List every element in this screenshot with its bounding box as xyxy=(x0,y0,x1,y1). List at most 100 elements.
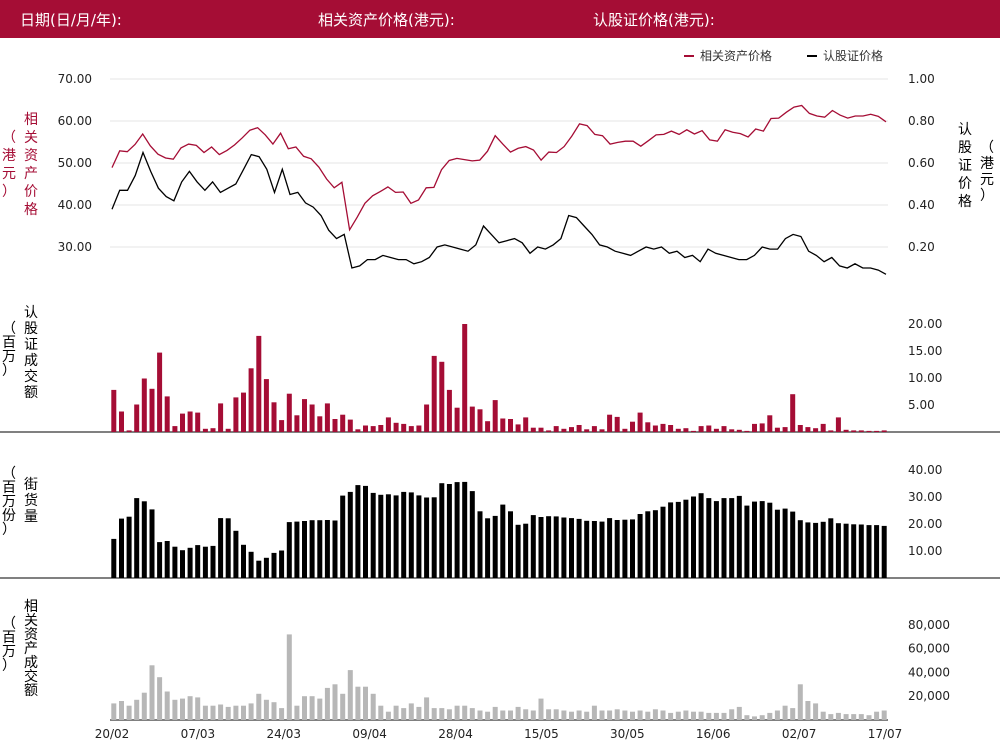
x-tick-label: 09/04 xyxy=(352,727,387,741)
warrant-turnover-bar xyxy=(416,425,422,432)
warrant-turnover-tick-label: 5.00 xyxy=(908,398,935,412)
underlying-turnover-bar xyxy=(233,705,239,720)
outstanding-bar xyxy=(591,521,597,578)
outstanding-bar xyxy=(462,481,468,578)
underlying-turnover-bar xyxy=(729,709,735,720)
underlying-turnover-bar xyxy=(202,705,208,720)
chart-area: 30.00 40.00 50.00 60.00 70.00 0.20 0.40 0.60 0.8… xyxy=(0,48,1000,741)
warrant-turnover-bar xyxy=(141,378,147,432)
underlying-turnover-bar xyxy=(736,706,742,720)
warrant-turnover-bar xyxy=(454,407,460,432)
outstanding-bar xyxy=(279,550,285,578)
underlying-turnover-bar xyxy=(637,710,643,720)
underlying-turnover-bar xyxy=(881,710,887,720)
outstanding-bar xyxy=(302,521,307,578)
underlying-turnover-bar-axis-title: 相关资产成交额 xyxy=(24,599,38,699)
outstanding-bar xyxy=(225,518,231,578)
outstanding-bar xyxy=(363,485,368,578)
outstanding-bar-axis-title: 街货量 xyxy=(24,477,38,525)
underlying-turnover-bar xyxy=(652,709,658,720)
outstanding-bar xyxy=(164,541,170,578)
outstanding-bar xyxy=(622,519,628,578)
warrant-turnover-bar xyxy=(126,430,132,432)
warrant-turnover-bar xyxy=(790,394,796,432)
warrant-turnover-bar xyxy=(843,429,849,432)
underlying-turnover-bar xyxy=(622,710,628,720)
outstanding-bar xyxy=(401,491,407,578)
underlying-turnover-bar xyxy=(256,693,262,720)
outstanding-bar xyxy=(408,492,414,578)
outstanding-tick-label: 10.00 xyxy=(908,544,942,558)
warrant-turnover-bar xyxy=(729,429,735,432)
underlying-turnover-bar xyxy=(294,705,300,720)
outstanding-bar xyxy=(454,482,460,578)
y-left-tick-label: 50.00 xyxy=(58,156,92,170)
y-left-tick-label: 60.00 xyxy=(58,114,92,128)
outstanding-bar xyxy=(790,511,796,578)
warrant-turnover-bar xyxy=(530,427,536,432)
underlying-turnover-bar xyxy=(210,705,216,720)
warrant-turnover-bar xyxy=(683,428,689,432)
warrant-turnover-bar xyxy=(225,428,231,432)
warrant-turnover-bar xyxy=(485,421,491,432)
outstanding-bar xyxy=(515,524,521,578)
warrant-turnover-bar xyxy=(477,409,483,432)
underlying-turnover-bar xyxy=(401,708,407,720)
underlying-turnover-bar xyxy=(584,711,590,720)
warrant-turnover-bar xyxy=(241,392,246,432)
warrant-turnover-bar xyxy=(874,430,880,432)
underlying-turnover-bar xyxy=(858,714,864,720)
outstanding-bar xyxy=(195,545,201,578)
outstanding-bar xyxy=(721,498,727,578)
underlying-turnover-bar xyxy=(370,693,376,720)
outstanding-bar xyxy=(149,509,155,578)
underlying-turnover-bar xyxy=(706,712,712,720)
y-left-tick-label: 70.00 xyxy=(58,72,92,86)
warrant-turnover-bar xyxy=(439,361,445,432)
outstanding-bar xyxy=(866,525,872,578)
outstanding-bar xyxy=(477,511,483,578)
underlying-turnover-bar xyxy=(355,686,361,720)
warrant-turnover-bar xyxy=(248,368,254,432)
x-tick-label: 16/06 xyxy=(696,727,731,741)
underlying-turnover-bar xyxy=(347,670,353,720)
warrant-turnover-bar xyxy=(210,428,216,432)
underlying-turnover-bar xyxy=(164,691,170,720)
outstanding-bar xyxy=(744,505,750,578)
outstanding-bar xyxy=(538,517,544,578)
outstanding-bar xyxy=(820,521,826,578)
warrant-turnover-bar xyxy=(797,425,803,432)
underlying-turnover-bar xyxy=(431,708,437,720)
warrant-turnover-bar xyxy=(180,413,185,432)
warrant-turnover-bar xyxy=(500,418,506,432)
underlying-turnover-bar xyxy=(324,687,330,720)
underlying-turnover-bar xyxy=(439,708,445,720)
underlying-turnover-bar xyxy=(553,709,559,720)
underlying-turnover-bar xyxy=(546,709,552,720)
outstanding-bar xyxy=(111,538,117,578)
outstanding-bar xyxy=(500,504,506,578)
underlying-turnover-bar xyxy=(141,692,147,720)
outstanding-bar xyxy=(614,520,620,578)
outstanding-bar xyxy=(630,519,635,578)
underlying-turnover-bar xyxy=(538,698,544,720)
warrant-turnover-tick-label: 20.00 xyxy=(908,317,942,331)
warrant-turnover-bar xyxy=(820,423,826,432)
y-right-axis-unit: （港元） xyxy=(980,140,994,204)
warrant-turnover-bar xyxy=(569,427,574,432)
warrant-turnover-bar xyxy=(675,428,681,432)
underlying-turnover-tick-label: 80,000 xyxy=(908,618,950,632)
warrant-turnover-tick-label: 10.00 xyxy=(908,371,942,385)
underlying-turnover-bar xyxy=(492,706,498,720)
underlying-turnover-bar xyxy=(149,665,155,720)
legend-label-warrant: 认股证价格 xyxy=(823,48,883,63)
warrant-turnover-bar xyxy=(469,406,475,432)
warrant-turnover-bar-axis-title: 认股证成交额 xyxy=(24,305,38,401)
outstanding-bar xyxy=(576,518,582,578)
underlying-turnover-bar xyxy=(698,711,704,720)
outstanding-bar xyxy=(172,546,178,578)
warrant-turnover-bar xyxy=(187,411,193,432)
underlying-turnover-bar xyxy=(286,634,292,720)
underlying-turnover-bar xyxy=(416,706,422,720)
underlying-turnover-bar xyxy=(843,714,849,720)
